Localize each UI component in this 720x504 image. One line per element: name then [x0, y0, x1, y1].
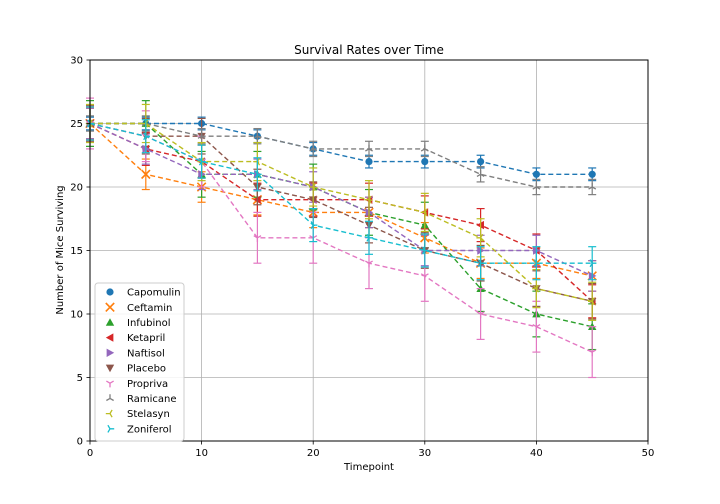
legend-box — [94, 282, 185, 442]
data-point — [309, 144, 318, 152]
x-tick-label: 20 — [307, 448, 320, 459]
x-axis-label: Timepoint — [343, 462, 394, 473]
data-point — [365, 158, 373, 166]
data-point — [532, 170, 541, 178]
legend-item-ketapril: Ketapril — [105, 333, 165, 344]
y-tick-label: 0 — [77, 437, 83, 448]
data-point — [588, 170, 596, 178]
legend-marker — [106, 348, 115, 357]
data-point — [476, 170, 485, 177]
data-point — [253, 132, 262, 139]
series-line-ramicane — [90, 122, 593, 188]
legend-label: Ceftamin — [127, 303, 172, 314]
data-point — [532, 324, 541, 331]
data-point — [477, 158, 485, 166]
series-line-stelasyn — [90, 122, 593, 302]
legend-marker — [106, 394, 114, 402]
y-tick-label: 30 — [70, 56, 83, 67]
series-line-placebo — [89, 122, 593, 302]
legend-label: Propriva — [127, 379, 168, 390]
legend-marker — [106, 288, 114, 296]
legend-marker — [105, 333, 114, 342]
data-point — [588, 297, 595, 306]
legend-item-stelasyn: Stelasyn — [105, 409, 170, 420]
data-point — [420, 273, 429, 281]
axis-ticks: 0 10 20 30 40 50 0 5 10 15 20 25 30 — [70, 56, 654, 460]
series-line-capomulin — [90, 122, 593, 176]
data-point — [366, 233, 374, 242]
x-tick-label: 10 — [195, 448, 208, 459]
legend-label: Capomulin — [127, 288, 181, 299]
y-tick-label: 5 — [77, 373, 83, 384]
data-point — [365, 144, 373, 152]
x-tick-label: 30 — [418, 448, 431, 459]
legend-item-ramicane: Ramicane — [106, 394, 177, 405]
legend: Capomulin Ceftamin Infubinol Ketapril Naftis… — [94, 282, 185, 442]
data-point — [365, 260, 373, 268]
data-point — [309, 183, 316, 191]
legend-marker — [105, 302, 115, 312]
legend-marker — [105, 364, 115, 373]
legend-label: Ramicane — [127, 394, 177, 405]
data-point — [421, 158, 429, 166]
data-point — [476, 233, 484, 242]
data-point — [532, 284, 540, 293]
series-line-propriva — [89, 122, 593, 353]
data-point — [533, 259, 541, 268]
data-point — [588, 349, 597, 357]
data-point — [420, 144, 429, 152]
legend-label: Infubinol — [127, 318, 171, 329]
x-tick-label: 0 — [87, 448, 93, 459]
data-point — [197, 132, 206, 139]
chart-title: Survival Rates over Time — [294, 43, 444, 57]
series-layer — [85, 97, 597, 379]
legend-item-propriva: Propriva — [106, 379, 168, 390]
legend-item-placebo: Placebo — [105, 364, 166, 375]
legend-label: Ketapril — [127, 333, 165, 344]
data-point — [422, 246, 429, 255]
series-line-naftisol — [89, 122, 593, 277]
data-point — [420, 208, 428, 217]
y-tick-label: 25 — [70, 119, 83, 130]
data-point — [143, 132, 150, 141]
data-point — [588, 182, 597, 190]
y-tick-label: 10 — [70, 310, 83, 321]
y-tick-label: 20 — [70, 183, 83, 194]
x-tick-label: 50 — [642, 448, 655, 459]
y-tick-label: 15 — [70, 246, 83, 257]
data-point — [254, 170, 262, 179]
series-line-ketapril — [89, 122, 593, 302]
legend-label: Stelasyn — [127, 409, 170, 420]
data-point — [476, 311, 485, 319]
legend-marker — [105, 409, 113, 418]
data-point — [477, 259, 485, 268]
legend-item-naftisol: Naftisol — [106, 348, 165, 359]
legend-marker — [106, 380, 114, 388]
legend-label: Placebo — [127, 364, 166, 375]
data-point — [253, 235, 262, 242]
legend-label: Naftisol — [127, 348, 165, 359]
legend-marker — [107, 424, 115, 433]
legend-marker — [105, 318, 115, 326]
legend-item-capomulin: Capomulin — [106, 288, 181, 299]
y-axis-label: Number of Mice Surviving — [55, 185, 66, 314]
x-tick-label: 40 — [530, 448, 543, 459]
data-point — [141, 169, 151, 180]
legend-label: Zoniferol — [127, 424, 172, 435]
legend-item-infubinol: Infubinol — [105, 318, 171, 329]
data-point — [532, 182, 541, 190]
data-point — [364, 195, 372, 204]
legend-item-zoniferol: Zoniferol — [107, 424, 172, 435]
legend-item-ceftamin: Ceftamin — [105, 302, 172, 314]
series-line-zoniferol — [89, 122, 593, 264]
data-point — [198, 157, 206, 166]
data-point — [310, 221, 318, 230]
data-point — [589, 259, 597, 268]
